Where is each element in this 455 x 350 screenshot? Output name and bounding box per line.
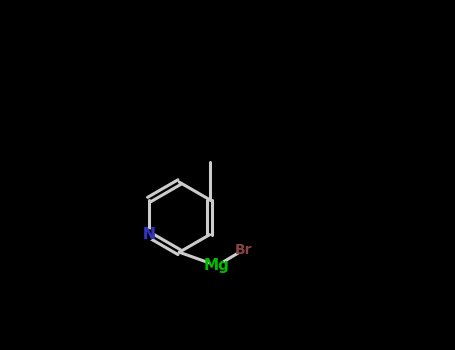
Text: N: N xyxy=(142,227,155,242)
Circle shape xyxy=(144,230,154,239)
Text: Br: Br xyxy=(235,243,253,257)
Text: N: N xyxy=(142,227,155,242)
Circle shape xyxy=(238,244,249,255)
Circle shape xyxy=(210,259,224,272)
Text: Mg: Mg xyxy=(204,258,230,273)
